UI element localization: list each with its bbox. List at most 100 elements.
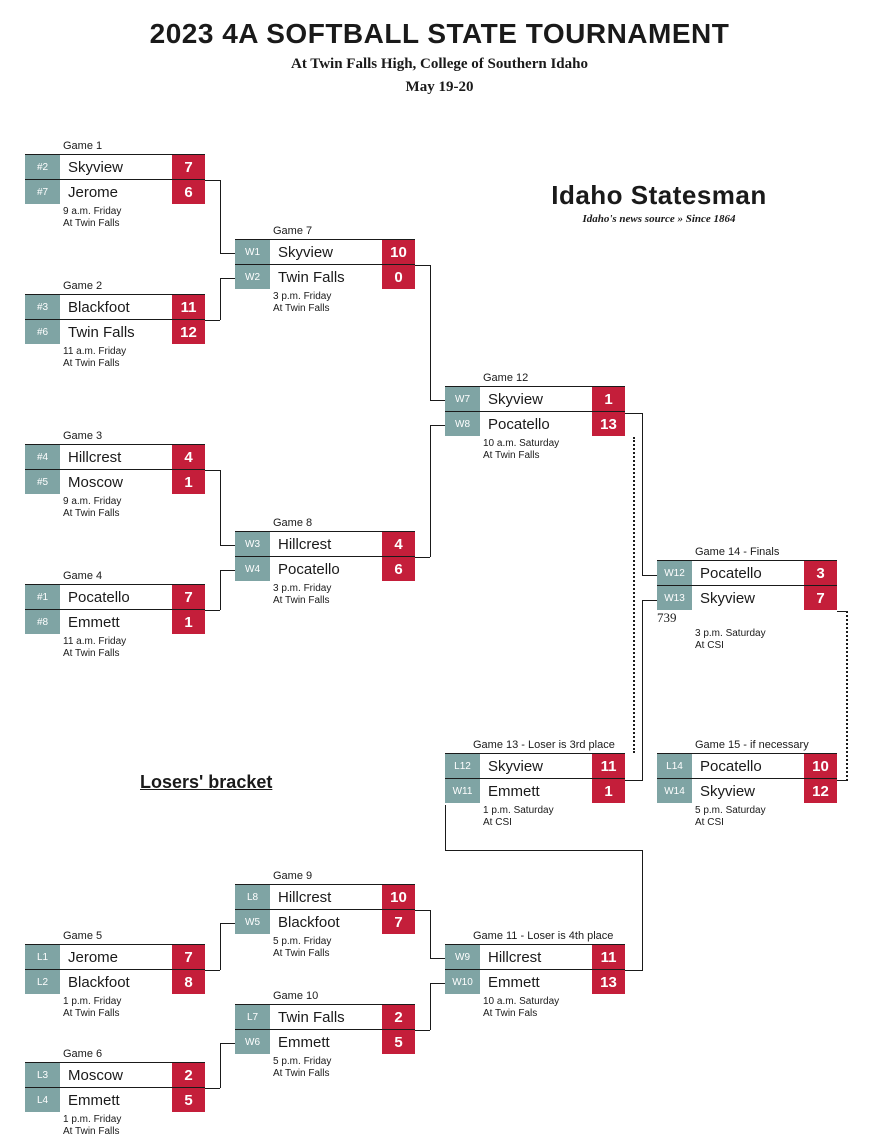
score: 1 xyxy=(172,610,205,634)
game-label: Game 9 xyxy=(235,870,415,882)
brand-tagline: Idaho's news source » Since 1864 xyxy=(529,213,789,225)
game-label: Game 15 - if necessary xyxy=(657,739,837,751)
score: 6 xyxy=(382,557,415,581)
team: Hillcrest xyxy=(60,445,172,469)
game-meta: 3 p.m. FridayAt Twin Falls xyxy=(235,291,415,315)
score: 4 xyxy=(172,445,205,469)
seed: #3 xyxy=(25,295,60,319)
seed: L1 xyxy=(25,945,60,969)
team: Moscow xyxy=(60,470,172,494)
score: 11 xyxy=(592,945,625,969)
team: Skyview xyxy=(692,779,804,803)
score: 0 xyxy=(382,265,415,289)
team: Blackfoot xyxy=(60,970,172,994)
seed: W7 xyxy=(445,387,480,411)
team: Skyview xyxy=(480,387,592,411)
score: 7 xyxy=(382,910,415,934)
seed: L12 xyxy=(445,754,480,778)
game-meta: 10 a.m. SaturdayAt Twin Fals xyxy=(445,996,625,1020)
seed: #6 xyxy=(25,320,60,344)
game-meta: 11 a.m. FridayAt Twin Falls xyxy=(25,636,205,660)
seed: W8 xyxy=(445,412,480,436)
score: 6 xyxy=(172,180,205,204)
score: 2 xyxy=(382,1005,415,1029)
seed: #8 xyxy=(25,610,60,634)
score: 7 xyxy=(804,586,837,610)
score: 1 xyxy=(172,470,205,494)
game-label: Game 5 xyxy=(25,930,205,942)
seed: W2 xyxy=(235,265,270,289)
team: Pocatello xyxy=(480,412,592,436)
seed: W9 xyxy=(445,945,480,969)
game-meta: 1 p.m. SaturdayAt CSI xyxy=(445,805,625,829)
team: Skyview xyxy=(480,754,592,778)
seed: W5 xyxy=(235,910,270,934)
seed: W11 xyxy=(445,779,480,803)
game-label: Game 13 - Loser is 3rd place xyxy=(435,739,625,751)
game-8: Game 8 W3Hillcrest4 W4Pocatello6 3 p.m. … xyxy=(235,517,415,607)
score: 8 xyxy=(172,970,205,994)
seed: W13 xyxy=(657,586,692,610)
game-3: Game 3 #4Hillcrest4 #5Moscow1 9 a.m. Fri… xyxy=(25,430,205,520)
header: 2023 4A SOFTBALL STATE TOURNAMENT At Twi… xyxy=(0,0,879,96)
game-5: Game 5 L1Jerome7 L2Blackfoot8 1 p.m. Fri… xyxy=(25,930,205,1020)
team: Twin Falls xyxy=(270,265,382,289)
team: Jerome xyxy=(60,180,172,204)
game-meta: 5 p.m. SaturdayAt CSI xyxy=(657,805,837,829)
team: Emmett xyxy=(60,1088,172,1112)
game-meta: 9 a.m. FridayAt Twin Falls xyxy=(25,496,205,520)
seed: W6 xyxy=(235,1030,270,1054)
team: Emmett xyxy=(270,1030,382,1054)
seed: L2 xyxy=(25,970,60,994)
game-meta: 9 a.m. FridayAt Twin Falls xyxy=(25,206,205,230)
game-meta: 5 p.m. FridayAt Twin Falls xyxy=(235,1056,415,1080)
game-meta: 11 a.m. FridayAt Twin Falls xyxy=(25,346,205,370)
score: 11 xyxy=(172,295,205,319)
game-7: Game 7 W1Skyview10 W2Twin Falls0 3 p.m. … xyxy=(235,225,415,315)
team: Blackfoot xyxy=(270,910,382,934)
team: Pocatello xyxy=(692,754,804,778)
score: 5 xyxy=(172,1088,205,1112)
seed: #7 xyxy=(25,180,60,204)
score: 1 xyxy=(592,387,625,411)
game-meta: 10 a.m. SaturdayAt Twin Falls xyxy=(445,438,625,462)
game-label: Game 3 xyxy=(25,430,205,442)
seed: L7 xyxy=(235,1005,270,1029)
game-13: Game 13 - Loser is 3rd place L12Skyview1… xyxy=(445,739,625,829)
game-10: Game 10 L7Twin Falls2 W6Emmett5 5 p.m. F… xyxy=(235,990,415,1080)
game-label: Game 1 xyxy=(25,140,205,152)
team: Pocatello xyxy=(270,557,382,581)
game-label: Game 7 xyxy=(235,225,415,237)
seed: #4 xyxy=(25,445,60,469)
score: 7 xyxy=(172,155,205,179)
team: Emmett xyxy=(60,610,172,634)
seed: #2 xyxy=(25,155,60,179)
score: 3 xyxy=(804,561,837,585)
score: 10 xyxy=(382,885,415,909)
game-6: Game 6 L3Moscow2 L4Emmett5 1 p.m. Friday… xyxy=(25,1048,205,1138)
game-2: Game 2 #3Blackfoot11 #6Twin Falls12 11 a… xyxy=(25,280,205,370)
score: 7 xyxy=(172,585,205,609)
team: Jerome xyxy=(60,945,172,969)
brand-block: Idaho Statesman Idaho's news source » Si… xyxy=(529,180,789,225)
team: Pocatello xyxy=(60,585,172,609)
team: Emmett xyxy=(480,779,592,803)
game-meta: 1 p.m. FridayAt Twin Falls xyxy=(25,1114,205,1138)
game-meta: 3 p.m. FridayAt Twin Falls xyxy=(235,583,415,607)
score: 10 xyxy=(804,754,837,778)
seed: W14 xyxy=(657,779,692,803)
seed: W10 xyxy=(445,970,480,994)
team: Pocatello xyxy=(692,561,804,585)
team: Skyview xyxy=(60,155,172,179)
game-meta: 1 p.m. FridayAt Twin Falls xyxy=(25,996,205,1020)
team: Skyview xyxy=(270,240,382,264)
seed: #5 xyxy=(25,470,60,494)
game-meta: 3 p.m. SaturdayAt CSI xyxy=(657,628,837,652)
seed: W4 xyxy=(235,557,270,581)
game-label: Game 14 - Finals xyxy=(657,546,837,558)
seed: W3 xyxy=(235,532,270,556)
score: 5 xyxy=(382,1030,415,1054)
score: 10 xyxy=(382,240,415,264)
tournament-location: At Twin Falls High, College of Southern … xyxy=(0,56,879,73)
seed: L3 xyxy=(25,1063,60,1087)
